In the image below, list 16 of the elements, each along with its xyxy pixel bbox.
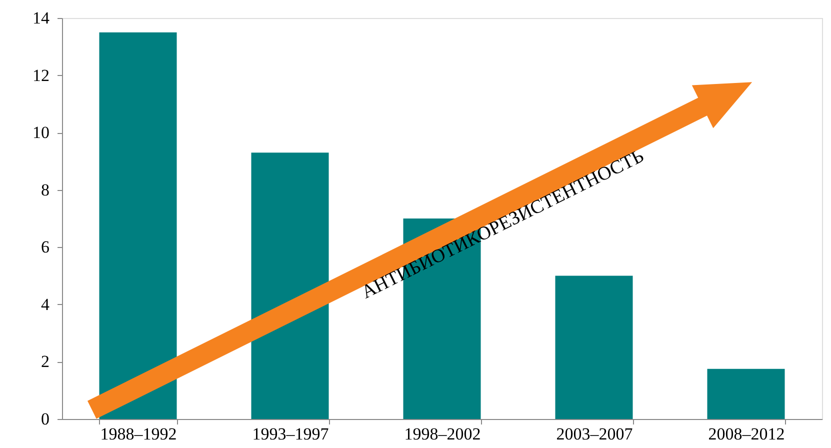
y-tick-label: 6 <box>41 238 50 257</box>
y-tick-label: 14 <box>32 8 50 28</box>
y-tick-label: 12 <box>32 66 50 85</box>
x-tick-label: 1988–1992 <box>100 424 177 444</box>
x-tick-label: 2008–2012 <box>708 424 785 444</box>
bar <box>99 32 177 419</box>
y-tick-label: 2 <box>41 352 50 372</box>
bar <box>251 152 329 419</box>
bar <box>707 368 785 419</box>
x-tick-label: 2003–2007 <box>556 424 634 444</box>
y-tick-label: 4 <box>41 294 50 314</box>
y-tick-label: 10 <box>32 123 50 142</box>
y-tick-label: 0 <box>41 410 50 428</box>
y-tick-label: 8 <box>41 180 50 200</box>
x-tick-label: 1998–2002 <box>404 424 481 444</box>
x-tick-label: 1993–1997 <box>252 424 330 444</box>
